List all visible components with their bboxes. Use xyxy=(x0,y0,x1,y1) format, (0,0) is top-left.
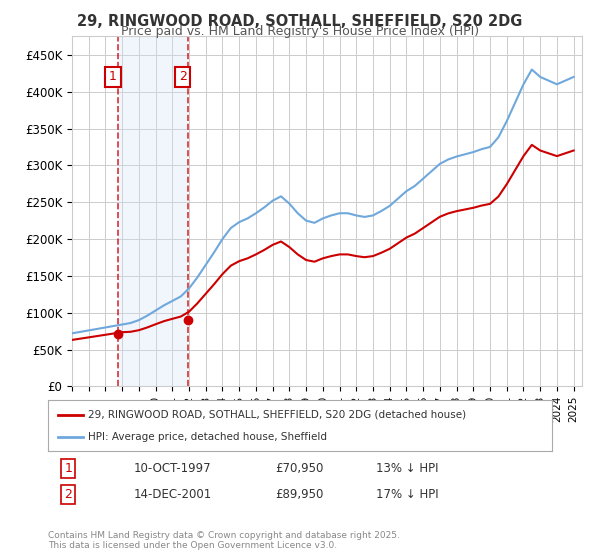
Text: 13% ↓ HPI: 13% ↓ HPI xyxy=(376,462,438,475)
Text: HPI: Average price, detached house, Sheffield: HPI: Average price, detached house, Shef… xyxy=(88,432,328,442)
Text: 29, RINGWOOD ROAD, SOTHALL, SHEFFIELD, S20 2DG (detached house): 29, RINGWOOD ROAD, SOTHALL, SHEFFIELD, S… xyxy=(88,409,466,419)
Text: 10-OCT-1997: 10-OCT-1997 xyxy=(134,462,211,475)
Bar xyxy=(118,36,188,386)
Text: 1: 1 xyxy=(64,462,72,475)
Text: 17% ↓ HPI: 17% ↓ HPI xyxy=(376,488,438,501)
Text: 2: 2 xyxy=(179,71,187,83)
Text: 2: 2 xyxy=(64,488,72,501)
Text: £89,950: £89,950 xyxy=(275,488,323,501)
Text: Price paid vs. HM Land Registry's House Price Index (HPI): Price paid vs. HM Land Registry's House … xyxy=(121,25,479,38)
Text: 1: 1 xyxy=(109,71,117,83)
Text: 29, RINGWOOD ROAD, SOTHALL, SHEFFIELD, S20 2DG: 29, RINGWOOD ROAD, SOTHALL, SHEFFIELD, S… xyxy=(77,14,523,29)
Text: £70,950: £70,950 xyxy=(275,462,323,475)
Text: 14-DEC-2001: 14-DEC-2001 xyxy=(134,488,212,501)
Text: Contains HM Land Registry data © Crown copyright and database right 2025.
This d: Contains HM Land Registry data © Crown c… xyxy=(48,530,400,550)
